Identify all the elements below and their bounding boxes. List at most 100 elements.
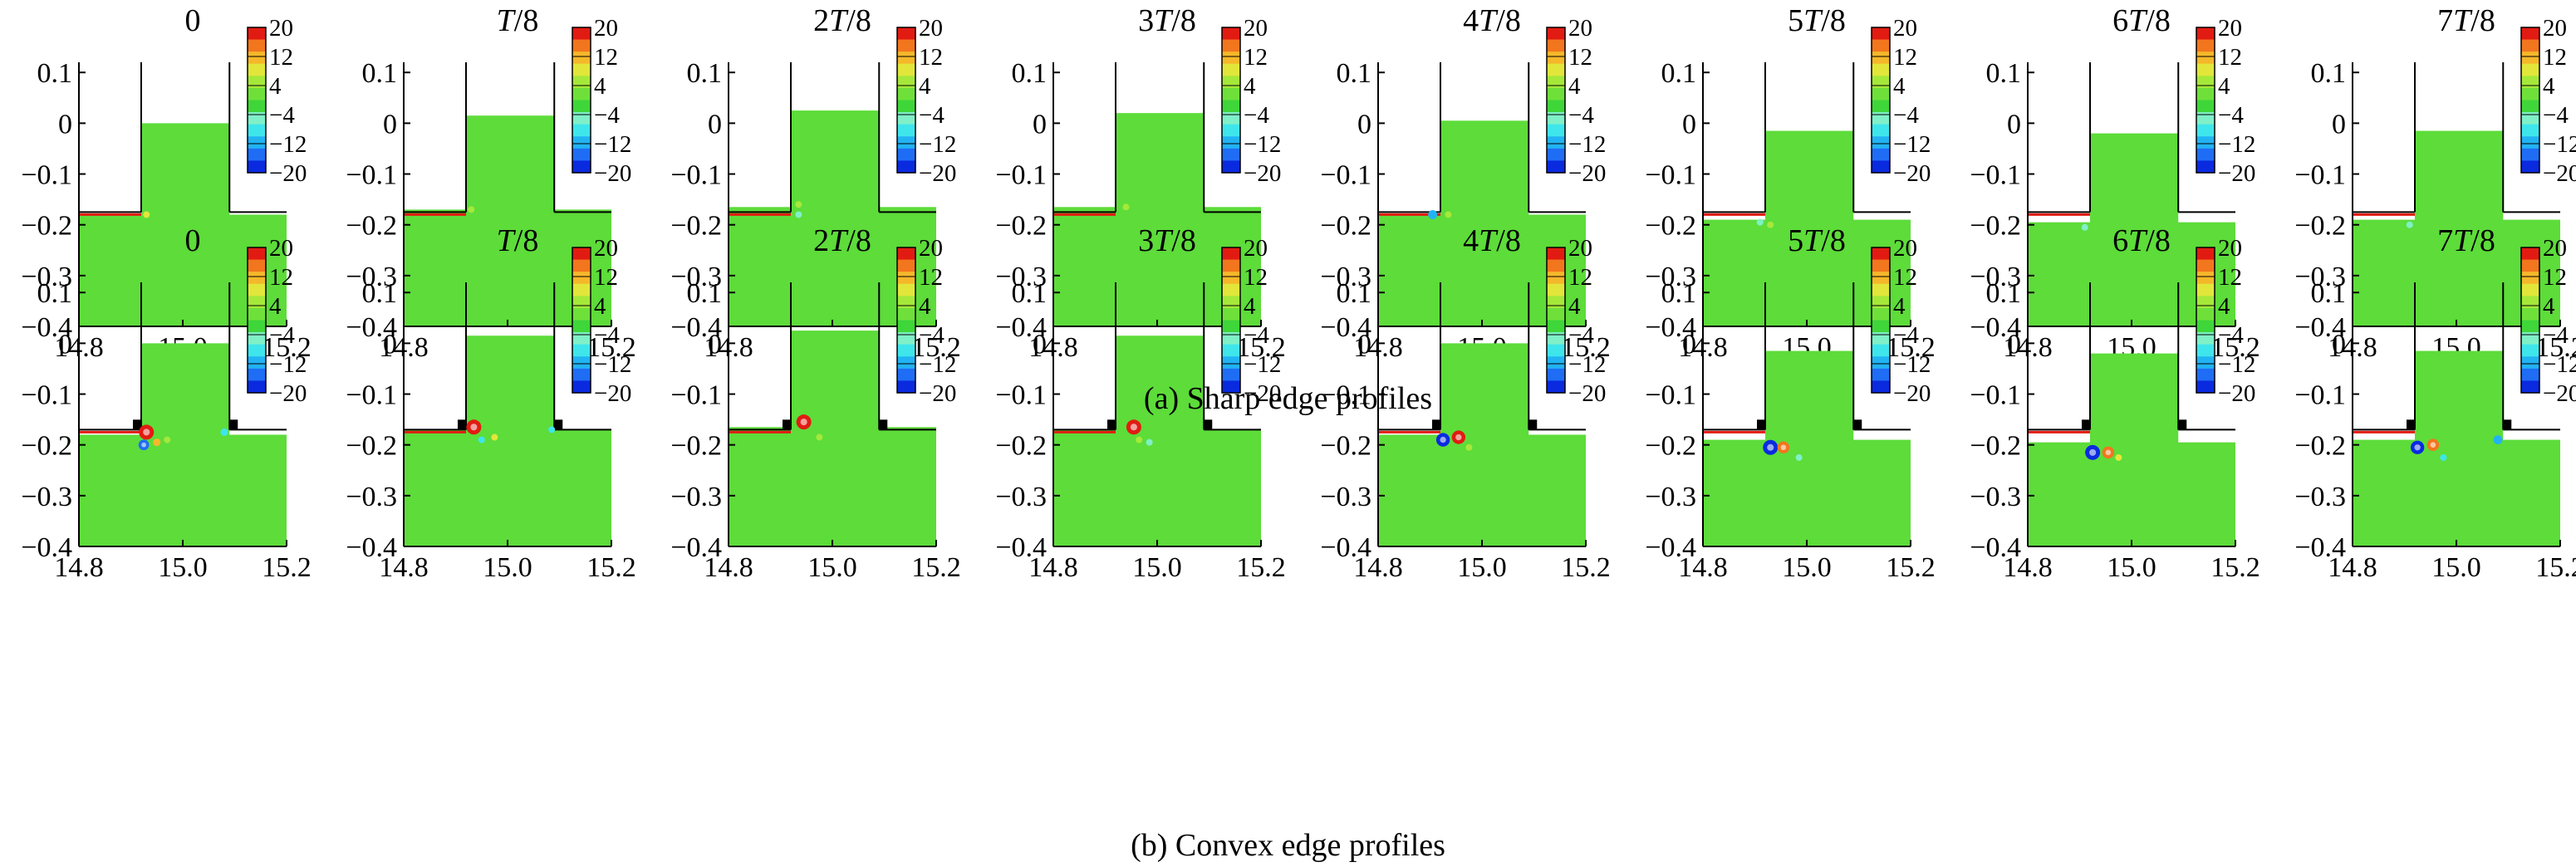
fluid-inner-region: [466, 115, 555, 211]
colorbar-segment: [248, 136, 266, 149]
colorbar-segment: [572, 247, 591, 261]
colorbar-tick-label: 4: [919, 73, 931, 100]
colorbar-segment: [1222, 307, 1240, 321]
vortex: [220, 428, 228, 436]
x-tick-label: 14.8: [1353, 552, 1403, 583]
colorbar-tick-label: 12: [919, 44, 943, 71]
y-tick-label: 0.1: [1337, 58, 1372, 89]
colorbar-segment: [572, 136, 591, 149]
colorbar-tick-label: −20: [269, 380, 307, 407]
panel-title: 4T/8: [1463, 3, 1521, 38]
y-tick-label: −0.3: [21, 262, 72, 292]
colorbar-segment: [1872, 320, 1890, 333]
y-tick-label: −0.3: [995, 262, 1047, 292]
x-tick-label: 14.8: [1678, 552, 1728, 583]
colorbar-segment: [1872, 307, 1890, 321]
colorbar-segment: [2521, 296, 2539, 309]
colorbar-tick-label: −4: [269, 102, 295, 129]
colorbar-segment: [248, 259, 266, 272]
x-tick-label: 15.2: [911, 332, 961, 363]
panel-title: 5T/8: [1788, 223, 1846, 258]
y-tick-label: −0.3: [995, 482, 1047, 512]
convex-edge-right: [1204, 419, 1213, 430]
vortex: [1465, 443, 1473, 451]
colorbar-segment: [1872, 124, 1890, 137]
vortex-core: [470, 424, 478, 431]
colorbar-tick-label: −20: [594, 160, 631, 187]
colorbar-segment: [897, 380, 915, 394]
colorbar-tick-label: 4: [594, 73, 606, 100]
panel-title: 3T/8: [1138, 223, 1196, 258]
colorbar-segment: [1547, 247, 1565, 261]
colorbar-segment: [1222, 320, 1240, 333]
convex-edge-right: [554, 419, 563, 430]
colorbar-tick-label: 4: [2218, 73, 2230, 100]
colorbar-tick-label: −12: [594, 351, 631, 378]
colorbar-segment: [2196, 39, 2215, 52]
y-tick-label: −0.3: [1320, 262, 1371, 292]
colorbar-segment: [1872, 136, 1890, 149]
colorbar-segment: [1222, 112, 1240, 125]
colorbar-tick-label: 12: [919, 264, 943, 291]
colorbar-segment: [1872, 368, 1890, 381]
vortex: [491, 434, 498, 441]
colorbar-segment: [897, 368, 915, 381]
vortex: [1767, 221, 1774, 228]
colorbar-tick-label: 20: [2543, 235, 2567, 262]
x-tick-label: 15.2: [2535, 332, 2576, 363]
x-tick-label: 15.2: [2210, 552, 2260, 583]
colorbar-segment: [1547, 136, 1565, 149]
fluid-inner-region: [791, 110, 880, 208]
fluid-inner-region: [1440, 120, 1529, 216]
y-tick-label: −0.2: [21, 211, 72, 242]
colorbar-segment: [1222, 356, 1240, 370]
colorbar-segment: [1872, 27, 1890, 41]
colorbar-segment: [2196, 332, 2215, 345]
x-tick-label: 15.0: [1782, 552, 1832, 583]
x-tick-label: 15.0: [1132, 552, 1182, 583]
y-tick-label: 0: [1682, 109, 1696, 140]
colorbar-segment: [2521, 100, 2539, 113]
y-tick-label: −0.4: [1970, 532, 2021, 563]
fluid-inner-region: [466, 336, 555, 431]
colorbar-segment: [897, 124, 915, 137]
vortex: [2406, 221, 2413, 228]
colorbar-segment: [1222, 272, 1240, 285]
colorbar-segment: [248, 307, 266, 321]
colorbar-segment: [2196, 112, 2215, 125]
x-tick-label: 14.8: [2003, 552, 2053, 583]
panel-title: 2T/8: [813, 3, 871, 38]
x-tick-label: 15.2: [1561, 332, 1611, 363]
colorbar-tick-label: −12: [919, 351, 956, 378]
colorbar-tick-label: −4: [919, 102, 945, 129]
colorbar-tick-label: 12: [269, 44, 293, 71]
colorbar-tick-label: 12: [2543, 44, 2567, 71]
x-tick-label: 15.2: [586, 332, 636, 363]
vortex: [1428, 210, 1438, 219]
vortex-core: [1130, 424, 1137, 431]
colorbar-tick-label: 12: [2218, 44, 2242, 71]
convex-edge-left: [2082, 419, 2090, 430]
colorbar-tick-label: −12: [1893, 131, 1931, 158]
colorbar-segment: [2196, 307, 2215, 321]
colorbar-segment: [1872, 87, 1890, 100]
y-tick-label: −0.2: [2294, 431, 2346, 462]
colorbar-segment: [897, 356, 915, 370]
colorbar-tick-label: 20: [1568, 15, 1592, 42]
colorbar-segment: [572, 356, 591, 370]
y-tick-label: −0.1: [21, 160, 72, 191]
colorbar-tick-label: 20: [1244, 15, 1268, 42]
colorbar-segment: [1547, 148, 1565, 161]
y-tick-label: −0.2: [346, 431, 397, 462]
colorbar-segment: [2521, 148, 2539, 161]
colorbar-segment: [2196, 259, 2215, 272]
y-tick-label: −0.3: [1320, 482, 1371, 512]
colorbar-tick-label: −4: [2543, 102, 2569, 129]
y-tick-label: 0.1: [687, 278, 723, 309]
colorbar-tick-label: 4: [1568, 73, 1581, 100]
y-tick-label: 0.1: [1661, 58, 1697, 89]
y-tick-label: −0.3: [2294, 262, 2346, 292]
fluid-outer-region: [1703, 439, 1911, 546]
y-tick-label: −0.2: [1320, 211, 1371, 242]
colorbar-tick-label: −20: [2543, 160, 2576, 187]
